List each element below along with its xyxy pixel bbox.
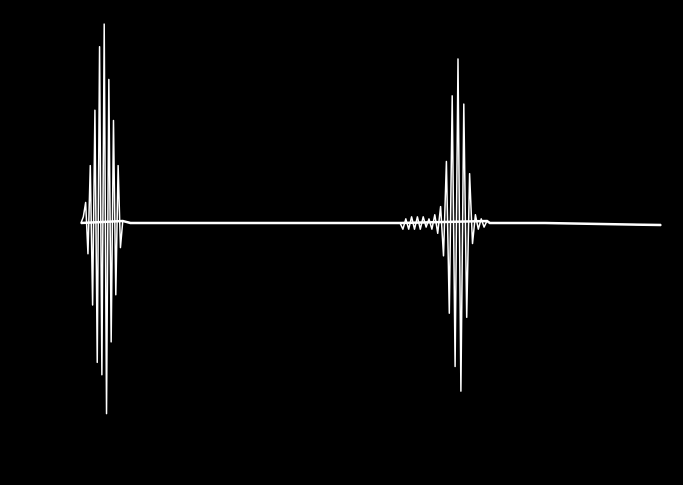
waveform-baseline	[80, 219, 662, 227]
